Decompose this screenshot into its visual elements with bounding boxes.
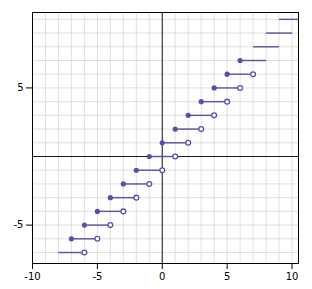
svg-text:10: 10 [286,271,299,282]
svg-text:0: 0 [159,271,165,282]
svg-text:5: 5 [17,82,23,93]
svg-text:5: 5 [224,271,230,282]
svg-text:-5: -5 [92,271,102,282]
svg-text:-10: -10 [24,271,40,282]
svg-text:-5: -5 [14,219,24,230]
